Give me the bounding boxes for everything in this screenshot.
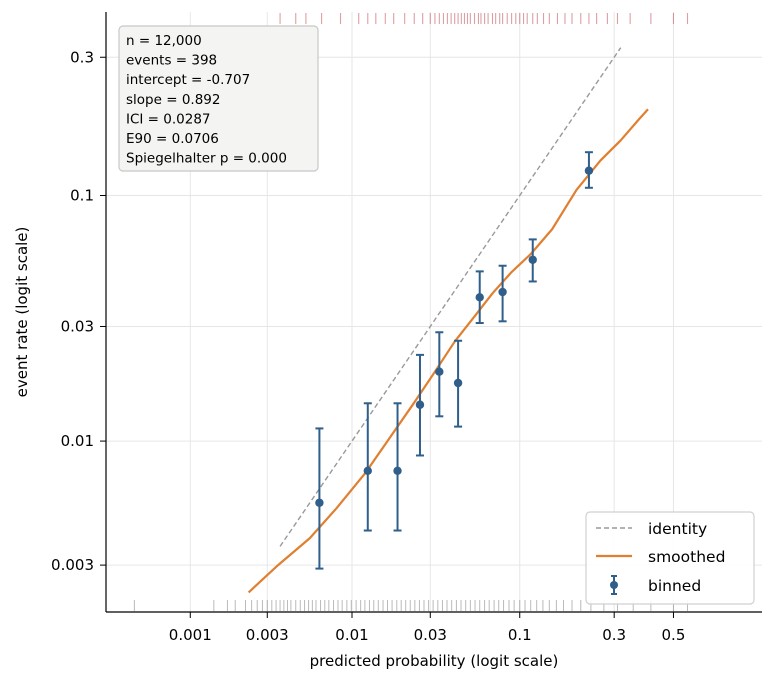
stats-box-background (118, 25, 319, 172)
x-ticks: 0.001 0.003 0.01 0.03 0.1 0.3 0.5 (169, 612, 686, 644)
stats-line: E90 = 0.0706 (126, 131, 219, 147)
legend-identity-label: identity (648, 520, 707, 538)
binned-marker (498, 287, 507, 297)
legend-background (585, 511, 755, 605)
rug-top (279, 13, 689, 24)
stats-line: events = 398 (126, 53, 217, 69)
x-tick-label: 0.01 (335, 626, 368, 644)
smoothed-line (247, 108, 649, 594)
binned-point (498, 264, 507, 323)
x-tick-label: 0.003 (246, 626, 289, 644)
axes-layer (105, 12, 762, 613)
binned-marker (475, 293, 484, 302)
binned-marker (393, 466, 402, 476)
stats-line: Spiegelhalter p = 0.000 (126, 151, 287, 167)
y-tick-label: 0.03 (61, 317, 94, 335)
x-tick-label: 0.001 (169, 626, 212, 644)
y-tick-label: 0.01 (61, 432, 94, 450)
stats-line: slope = 0.892 (126, 92, 220, 108)
stats-box: n = 12,000 events = 398 intercept = -0.707… (118, 25, 319, 172)
binned-marker (363, 466, 372, 476)
y-ticks: 0.003 0.01 0.03 0.1 0.3 (51, 48, 106, 574)
binned-point (584, 151, 594, 189)
series-layer (247, 47, 649, 594)
binned-point (363, 402, 372, 532)
x-tick-label: 0.03 (414, 626, 447, 644)
stats-line: ICI = 0.0287 (126, 111, 211, 127)
y-axis-label: event rate (logit scale) (13, 227, 31, 398)
binned-marker (415, 400, 425, 409)
y-tick-label: 0.3 (70, 48, 94, 66)
y-tick-label: 0.1 (70, 187, 94, 205)
binned-marker (584, 166, 594, 175)
legend-binned-swatch (610, 575, 618, 595)
binned-point (415, 353, 425, 457)
binned-point (315, 427, 324, 570)
rug-bottom (133, 600, 688, 611)
x-tick-label: 0.1 (508, 626, 532, 644)
stats-line: intercept = -0.707 (126, 72, 250, 88)
binned-marker (528, 255, 537, 264)
binned-marker (435, 367, 444, 376)
y-tick-label: 0.003 (51, 556, 94, 574)
binned-marker (453, 378, 463, 388)
binned-point (453, 339, 463, 428)
x-tick-label: 0.5 (662, 626, 686, 644)
x-axis-label: predicted probability (logit scale) (310, 652, 559, 670)
binned-point (435, 331, 444, 418)
binned-marker (315, 498, 324, 507)
binned-point (475, 270, 484, 325)
binned-point (528, 238, 537, 283)
legend-smoothed-label: smoothed (648, 548, 725, 566)
x-tick-label: 0.3 (602, 626, 626, 644)
stats-line: n = 12,000 (126, 33, 202, 49)
identity-line (279, 47, 622, 547)
legend-binned-label: binned (648, 577, 701, 595)
legend: identity smoothed binned (585, 511, 755, 605)
binned-point (393, 402, 402, 532)
